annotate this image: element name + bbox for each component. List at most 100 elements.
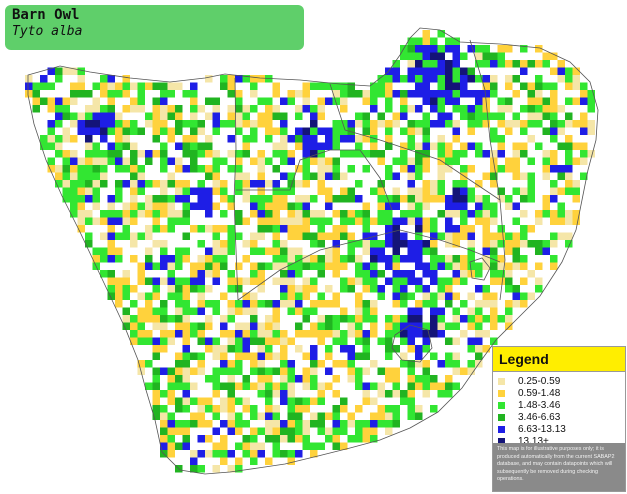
atlas-cell: [287, 292, 295, 300]
atlas-cell: [70, 187, 78, 195]
atlas-cell: [272, 105, 280, 113]
atlas-cell: [62, 165, 70, 173]
atlas-cell: [482, 105, 490, 113]
atlas-cell: [220, 450, 228, 458]
atlas-cell: [122, 120, 130, 128]
atlas-cell: [340, 135, 348, 143]
atlas-cell: [497, 45, 505, 53]
atlas-cell: [490, 135, 498, 143]
atlas-cell: [317, 157, 325, 165]
atlas-cell: [152, 390, 160, 398]
atlas-cell: [512, 90, 520, 98]
atlas-cell: [392, 217, 400, 225]
atlas-cell: [167, 420, 175, 428]
atlas-cell: [340, 360, 348, 368]
atlas-cell: [437, 195, 445, 203]
atlas-cell: [295, 330, 303, 338]
atlas-cell: [415, 45, 423, 53]
atlas-cell: [497, 60, 505, 68]
atlas-cell: [415, 330, 423, 338]
atlas-cell: [205, 345, 213, 353]
atlas-cell: [205, 142, 213, 150]
atlas-cell: [205, 322, 213, 330]
atlas-cell: [257, 75, 265, 83]
atlas-cell: [212, 352, 220, 360]
atlas-cell: [287, 135, 295, 143]
atlas-cell: [542, 60, 550, 68]
atlas-cell: [295, 292, 303, 300]
atlas-cell: [475, 45, 483, 53]
atlas-cell: [482, 345, 490, 353]
atlas-cell: [400, 360, 408, 368]
atlas-cell: [77, 217, 85, 225]
atlas-cell: [370, 330, 378, 338]
atlas-cell: [362, 240, 370, 248]
atlas-cell: [527, 195, 535, 203]
atlas-cell: [557, 172, 565, 180]
atlas-cell: [437, 45, 445, 53]
atlas-cell: [212, 127, 220, 135]
atlas-cell: [430, 232, 438, 240]
legend-label: 13.13+: [518, 435, 549, 447]
atlas-cell: [250, 322, 258, 330]
atlas-cell: [415, 105, 423, 113]
atlas-cell: [160, 315, 168, 323]
atlas-cell: [437, 67, 445, 75]
atlas-cell: [347, 210, 355, 218]
atlas-cell: [482, 330, 490, 338]
atlas-cell: [370, 412, 378, 420]
atlas-cell: [160, 195, 168, 203]
atlas-cell: [377, 240, 385, 248]
atlas-cell: [415, 60, 423, 68]
atlas-cell: [362, 345, 370, 353]
atlas-cell: [505, 157, 513, 165]
legend-title: Legend: [493, 347, 625, 372]
atlas-cell: [265, 247, 273, 255]
atlas-cell: [400, 90, 408, 98]
atlas-cell: [482, 262, 490, 270]
atlas-cell: [422, 262, 430, 270]
atlas-cell: [490, 247, 498, 255]
atlas-cell: [242, 112, 250, 120]
atlas-cell: [145, 292, 153, 300]
atlas-cell: [310, 367, 318, 375]
atlas-cell: [197, 420, 205, 428]
atlas-cell: [430, 105, 438, 113]
atlas-cell: [475, 105, 483, 113]
legend-item: 0.59-1.48: [498, 387, 625, 399]
atlas-cell: [392, 120, 400, 128]
atlas-cell: [197, 105, 205, 113]
atlas-cell: [370, 82, 378, 90]
atlas-cell: [407, 360, 415, 368]
atlas-cell: [520, 232, 528, 240]
legend-swatch: [498, 425, 505, 433]
atlas-cell: [107, 202, 115, 210]
atlas-cell: [475, 285, 483, 293]
atlas-cell: [272, 202, 280, 210]
atlas-cell: [482, 232, 490, 240]
atlas-cell: [85, 187, 93, 195]
atlas-cell: [415, 322, 423, 330]
atlas-cell: [512, 232, 520, 240]
atlas-cell: [272, 232, 280, 240]
atlas-cell: [160, 97, 168, 105]
atlas-cell: [505, 45, 513, 53]
atlas-cell: [355, 382, 363, 390]
atlas-cell: [317, 427, 325, 435]
atlas-cell: [167, 412, 175, 420]
atlas-cell: [340, 277, 348, 285]
atlas-cell: [565, 142, 573, 150]
atlas-cell: [197, 412, 205, 420]
atlas-cell: [295, 412, 303, 420]
atlas-cell: [107, 75, 115, 83]
atlas-cell: [355, 367, 363, 375]
atlas-cell: [107, 150, 115, 158]
atlas-cell: [415, 247, 423, 255]
atlas-cell: [167, 127, 175, 135]
atlas-cell: [190, 135, 198, 143]
atlas-cell: [565, 67, 573, 75]
atlas-cell: [220, 397, 228, 405]
atlas-cell: [302, 442, 310, 450]
atlas-cell: [77, 112, 85, 120]
atlas-cell: [160, 435, 168, 443]
